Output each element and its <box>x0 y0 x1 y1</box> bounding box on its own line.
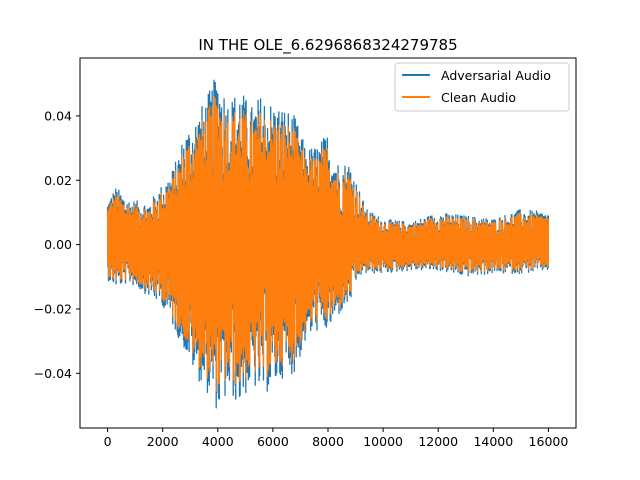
y-tick-label: −0.02 <box>34 301 72 316</box>
x-tick-label: 16000 <box>529 434 569 449</box>
x-tick-label: 0 <box>104 434 112 449</box>
x-tick-label: 8000 <box>312 434 344 449</box>
chart-title: IN THE OLE_6.6296868324279785 <box>198 36 457 55</box>
legend: Adversarial Audio Clean Audio <box>395 63 569 111</box>
y-tick-label: 0.02 <box>44 173 72 188</box>
legend-label-clean-audio: Clean Audio <box>441 90 516 105</box>
y-tick-label: −0.04 <box>34 366 72 381</box>
legend-label-adversarial-audio: Adversarial Audio <box>441 68 551 83</box>
y-tick-label: 0.00 <box>44 237 72 252</box>
y-tick-label: 0.04 <box>44 108 72 123</box>
x-tick-label: 12000 <box>418 434 458 449</box>
x-tick-label: 6000 <box>257 434 289 449</box>
x-tick-label: 2000 <box>147 434 179 449</box>
x-tick-label: 10000 <box>363 434 403 449</box>
x-tick-label: 4000 <box>202 434 234 449</box>
x-tick-label: 14000 <box>473 434 513 449</box>
